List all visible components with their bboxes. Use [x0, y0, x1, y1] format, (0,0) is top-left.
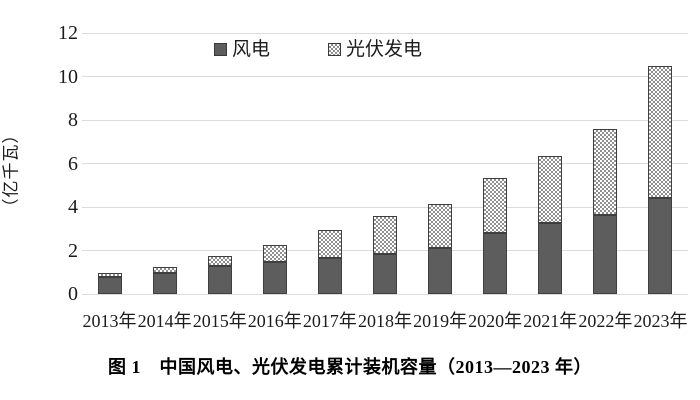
- gridline-y12: [82, 32, 688, 34]
- legend-label-wind: 风电: [232, 39, 271, 60]
- bar-segment-wind: [648, 198, 673, 294]
- gridline-y10: [82, 76, 688, 77]
- y-tick-label: 4: [68, 196, 78, 218]
- chart-legend: 风电 光伏发电: [214, 40, 422, 59]
- bar-segment-wind: [97, 277, 122, 294]
- stacked-bar-chart: （亿千瓦） 风电 光伏发电 0 2 4 6 8 10 12 2013年 2014年 2015年 201…: [1, 22, 688, 331]
- legend-item-solar: 光伏发电: [328, 40, 422, 59]
- x-tick-label: 2016年: [247, 311, 302, 331]
- x-tick-label: 2017年: [302, 311, 357, 331]
- bar-segment-solar: [648, 65, 673, 199]
- y-axis-title: （亿千瓦）: [1, 125, 21, 216]
- x-tick-label: 2019年: [413, 311, 468, 331]
- bar-segment-wind: [207, 265, 232, 294]
- x-tick-label: 2015年: [192, 311, 247, 331]
- bar-segment-solar: [97, 273, 122, 278]
- x-tick-label: 2022年: [578, 311, 633, 331]
- bar-segment-wind: [262, 261, 287, 294]
- x-tick-label: 2014年: [137, 311, 192, 331]
- x-tick-label: 2020年: [468, 311, 523, 331]
- y-tick-label: 8: [68, 109, 78, 131]
- y-tick-label: 2: [68, 239, 78, 262]
- legend-item-wind: 风电: [214, 40, 270, 59]
- bar-segment-wind: [593, 214, 618, 294]
- bar-segment-solar: [483, 177, 508, 233]
- gridline-y8: [82, 119, 688, 121]
- legend-swatch-wind: [214, 43, 227, 56]
- legend-swatch-solar: [328, 43, 342, 56]
- bar-segment-solar: [538, 156, 563, 223]
- bar-segment-wind: [317, 258, 342, 294]
- gridline-y0: [82, 293, 688, 295]
- figure-caption: 图 1 中国风电、光伏发电累计装机容量（2013—2023 年）: [108, 357, 592, 377]
- bar-segment-solar: [262, 244, 287, 262]
- bar-segment-solar: [593, 129, 618, 215]
- x-tick-label: 2023年: [633, 311, 688, 331]
- bar-segment-wind: [428, 248, 453, 294]
- bar-segment-solar: [317, 230, 342, 259]
- gridline-y6: [82, 163, 688, 164]
- legend-label-solar: 光伏发电: [346, 39, 423, 60]
- y-tick-label: 6: [68, 152, 78, 175]
- x-tick-label: 2021年: [523, 311, 578, 331]
- x-tick-label: 2018年: [357, 311, 412, 331]
- bar-segment-wind: [152, 273, 177, 294]
- bar-segment-wind: [483, 232, 508, 294]
- y-tick-label: 10: [58, 65, 78, 88]
- y-tick-label: 12: [58, 22, 78, 44]
- y-tick-label: 0: [68, 283, 78, 305]
- bar-segment-solar: [428, 203, 453, 249]
- x-tick-label: 2013年: [82, 311, 137, 331]
- bar-segment-wind: [538, 222, 563, 294]
- gridline-y4: [82, 206, 688, 208]
- bar-segment-solar: [207, 256, 232, 266]
- bar-segment-solar: [373, 216, 397, 254]
- bar-segment-wind: [373, 253, 397, 294]
- bar-segment-solar: [152, 267, 177, 274]
